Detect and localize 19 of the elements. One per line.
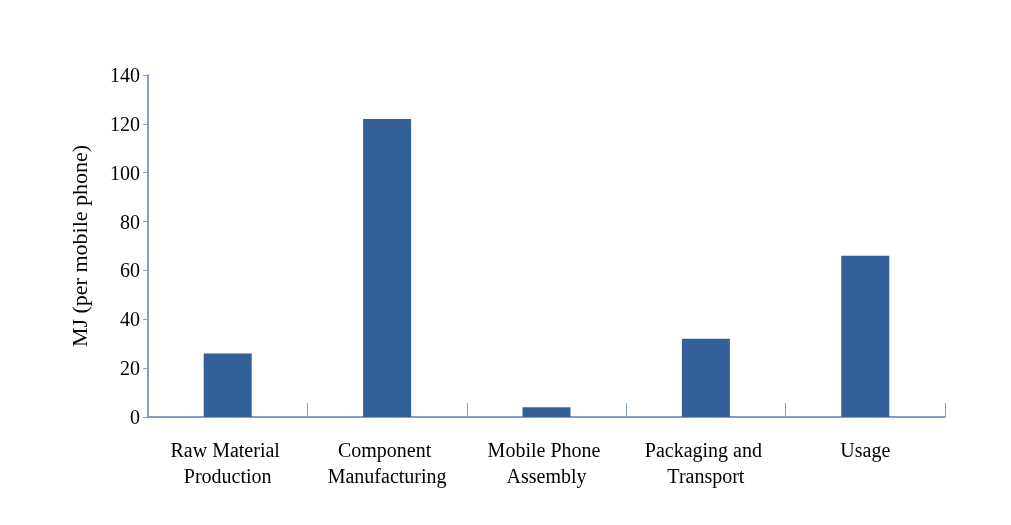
x-tick-label: Raw Material Production	[170, 439, 285, 487]
bar	[203, 353, 252, 417]
y-axis-title: MJ (per mobile phone)	[66, 144, 92, 348]
y-tick-label: 60	[120, 259, 140, 282]
x-tick-label: Usage	[840, 439, 891, 462]
y-tick-label: 40	[120, 308, 140, 331]
x-tick-label: Mobile Phone Assembly	[487, 439, 606, 488]
x-tick-label: Component Manufacturing	[327, 439, 447, 488]
y-tick-label: 0	[130, 406, 140, 428]
y-tick-label: 140	[110, 64, 140, 86]
bar	[522, 407, 571, 417]
x-tick-label: Packaging and Transport	[644, 439, 767, 488]
bar	[363, 118, 412, 417]
y-tick-label: 80	[120, 210, 140, 233]
y-tick-label: 120	[110, 112, 140, 135]
y-tick-label: 20	[120, 357, 140, 380]
y-tick-label: 100	[110, 161, 140, 184]
bar	[841, 255, 890, 417]
bar	[681, 338, 730, 417]
